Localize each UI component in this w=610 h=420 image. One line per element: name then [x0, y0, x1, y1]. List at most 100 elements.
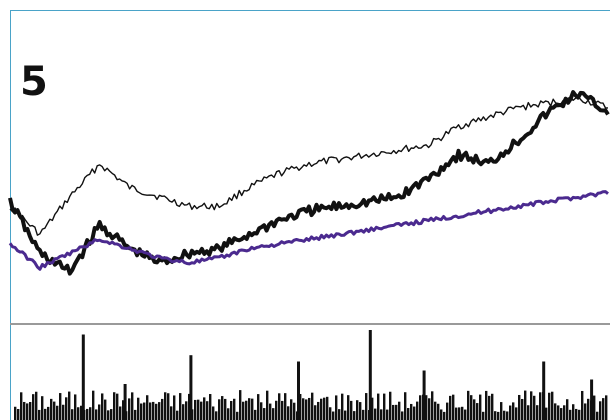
volume-bar	[149, 402, 152, 420]
volume-bar	[116, 393, 119, 420]
volume-bar	[89, 407, 92, 420]
volume-bar	[605, 395, 608, 420]
volume-bar	[263, 408, 266, 420]
volume-bar	[110, 409, 113, 420]
volume-bar	[383, 393, 386, 420]
volume-bar	[449, 395, 452, 420]
volume-bar	[335, 395, 338, 420]
volume-bar	[194, 399, 197, 420]
volume-bar	[50, 398, 53, 420]
volume-bar	[389, 391, 392, 420]
volume-bar	[167, 393, 170, 420]
volume-bar	[14, 406, 17, 420]
volume-bar	[299, 394, 302, 420]
volume-bar	[431, 391, 434, 420]
volume-bar	[197, 399, 200, 420]
volume-bar	[479, 394, 482, 420]
volume-bar	[26, 403, 29, 420]
volume-bar	[410, 403, 413, 420]
volume-bar	[506, 411, 509, 420]
volume-bar	[497, 411, 500, 420]
volume-bar	[557, 405, 560, 420]
volume-bar	[428, 398, 431, 420]
volume-bar	[104, 399, 107, 420]
volume-bar	[440, 409, 443, 420]
volume-bar	[437, 403, 440, 420]
volume-bar	[32, 394, 35, 420]
volume-bar	[113, 392, 116, 420]
volume-bar	[323, 397, 326, 420]
volume-bar	[200, 401, 203, 420]
volume-bar	[185, 401, 188, 420]
volume-bar	[593, 395, 596, 420]
volume-bar	[71, 409, 74, 420]
volume-bar	[269, 403, 272, 420]
volume-bar	[353, 411, 356, 420]
volume-bar	[599, 401, 602, 420]
volume-bar	[98, 404, 101, 420]
volume-bar	[290, 399, 293, 420]
volume-bar	[137, 397, 140, 420]
volume-bar	[35, 391, 38, 420]
volume-bar	[143, 402, 146, 420]
volume-bar	[416, 401, 419, 420]
volume-bar	[272, 408, 275, 420]
volume-bar	[230, 401, 233, 420]
frame-left-border	[10, 10, 11, 420]
volume-bar	[563, 405, 566, 420]
volume-bar	[434, 401, 437, 420]
volume-bar	[341, 393, 344, 420]
volume-bar	[242, 401, 245, 420]
frame-top-border	[10, 10, 610, 11]
volume-bar	[374, 408, 377, 420]
volume-bar	[239, 390, 242, 420]
volume-bar	[293, 402, 296, 420]
volume-bar	[41, 396, 44, 420]
volume-bar	[380, 409, 383, 420]
volume-bar	[275, 400, 278, 420]
volume-bar	[488, 395, 491, 420]
volume-bar	[62, 404, 65, 420]
volume-bar	[458, 407, 461, 420]
volume-bar	[473, 399, 476, 420]
volume-bar	[260, 402, 263, 420]
volume-bar	[233, 398, 236, 420]
volume-bar	[332, 411, 335, 420]
volume-bar	[395, 404, 398, 420]
volume-bar	[155, 403, 158, 420]
volume-bar	[227, 408, 230, 420]
volume-bar	[251, 398, 254, 420]
volume-bar	[23, 401, 26, 420]
volume-bar	[140, 403, 143, 420]
series-line-c	[8, 190, 609, 271]
volume-bar	[131, 392, 134, 420]
volume-bar	[464, 409, 467, 420]
volume-spike	[542, 361, 546, 420]
volume-bar	[539, 392, 542, 420]
volume-bar	[362, 409, 365, 420]
volume-bar	[38, 409, 41, 420]
volume-bar	[245, 400, 248, 420]
volume-spike	[368, 330, 372, 420]
volume-bar	[467, 390, 470, 420]
volume-bar	[266, 390, 269, 420]
volume-bar	[80, 405, 83, 420]
volume-bar	[476, 403, 479, 420]
volume-bar	[494, 411, 497, 420]
volume-bar	[221, 396, 224, 420]
volume-bar	[20, 392, 23, 420]
volume-bar	[419, 395, 422, 420]
volume-bar	[65, 397, 68, 420]
volume-bar	[482, 411, 485, 420]
volume-bar	[92, 390, 95, 420]
volume-bar	[515, 407, 518, 420]
volume-spike	[189, 355, 193, 420]
volume-bar	[377, 393, 380, 420]
volume-bar	[218, 399, 221, 420]
volume-bar	[44, 408, 47, 420]
volume-bar	[95, 409, 98, 420]
volume-bar	[326, 396, 329, 420]
volume-bar	[527, 405, 530, 420]
